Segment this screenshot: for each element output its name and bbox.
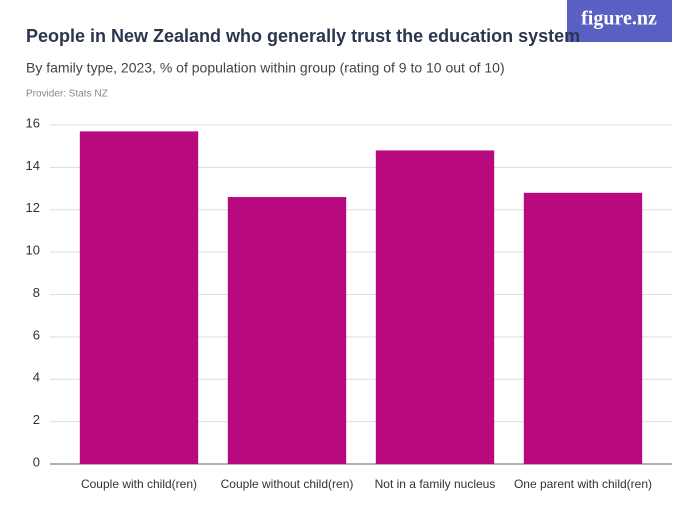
y-tick-label: 14: [26, 158, 40, 173]
y-tick-label: 16: [26, 115, 40, 130]
bar: [79, 131, 199, 464]
y-tick-label: 2: [33, 412, 40, 427]
bar: [375, 150, 495, 465]
y-tick-label: 0: [33, 454, 40, 469]
x-tick-label: Couple without child(ren): [221, 477, 354, 491]
x-tick-label: One parent with child(ren): [514, 477, 652, 491]
source: Provider: Stats NZ: [26, 89, 108, 100]
y-tick-label: 10: [26, 243, 40, 258]
x-tick-label: Couple with child(ren): [81, 477, 197, 491]
chart-title: People in New Zealand who generally trus…: [26, 26, 580, 46]
bar: [227, 197, 347, 464]
logo: figure.nz: [581, 8, 657, 30]
y-tick-label: 6: [33, 327, 40, 342]
chart-subtitle: By family type, 2023, % of population wi…: [26, 60, 505, 76]
y-tick-label: 8: [33, 285, 40, 300]
logo-box: [567, 0, 672, 42]
bar: [523, 192, 643, 465]
y-tick-label: 12: [26, 200, 40, 215]
x-tick-label: Not in a family nucleus: [375, 477, 496, 491]
y-tick-label: 4: [33, 370, 40, 385]
